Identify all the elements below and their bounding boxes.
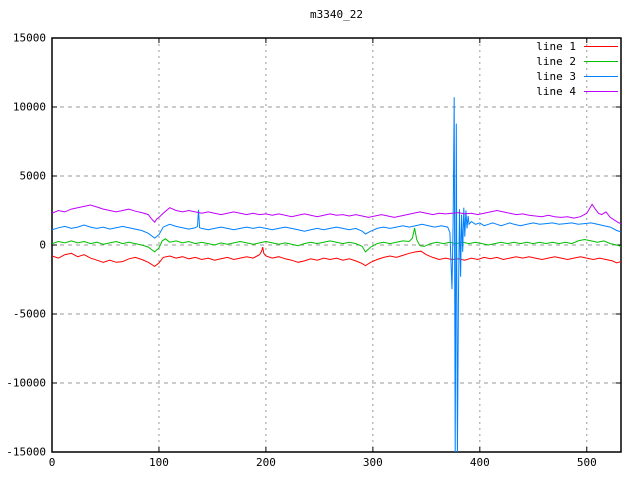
legend-label: line 2 (536, 55, 576, 68)
plot-border (51, 37, 622, 453)
series-line-1 (52, 246, 621, 268)
y-tick-label: 0 (39, 238, 46, 252)
x-tick-label: 200 (255, 456, 276, 469)
y-tick-label: 15000 (12, 31, 46, 45)
x-tick-label: 500 (576, 456, 597, 469)
legend-row: line 1 (505, 39, 621, 54)
legend-line-sample (584, 61, 618, 62)
series-line-3 (52, 97, 621, 452)
legend-line-sample (584, 91, 618, 92)
legend-label: line 1 (536, 40, 576, 53)
legend-row: line 2 (505, 54, 621, 69)
y-tick-label: -15000 (6, 445, 46, 459)
x-tick-label: 0 (48, 456, 56, 469)
legend: line 1 line 2 line 3 line 4 (505, 39, 621, 99)
legend-label: line 4 (536, 85, 576, 98)
x-tick-label: 300 (362, 456, 383, 469)
chart-title: m3340_22 (310, 8, 363, 21)
legend-line-sample (584, 76, 618, 77)
x-tick-label: 100 (149, 456, 169, 469)
legend-label: line 3 (536, 70, 576, 83)
y-tick-label: -5000 (12, 307, 46, 321)
x-tick-label: 400 (469, 456, 490, 469)
y-tick-label: -10000 (6, 376, 46, 390)
y-tick-label: 10000 (12, 100, 46, 114)
legend-row: line 3 (505, 69, 621, 84)
series-line-2 (52, 227, 621, 253)
series-line-4 (52, 203, 621, 225)
legend-row: line 4 (505, 84, 621, 99)
y-tick-label: 5000 (19, 169, 47, 183)
legend-line-sample (584, 46, 618, 47)
